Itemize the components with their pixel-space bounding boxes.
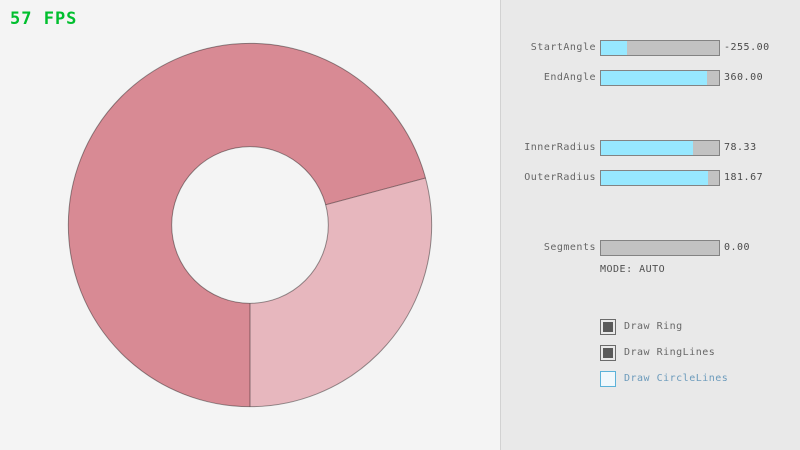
ring-sector-dark [68,43,426,407]
segments-mode-text: MODE: AUTO [600,264,666,275]
draw-ringlines-label: Draw RingLines [624,347,716,358]
segments-label: Segments [543,242,596,253]
slider-row-segments: Segments 0.00 [0,240,800,256]
draw-circlelines-checkbox[interactable] [600,371,616,387]
draw-ring-checkbox[interactable] [600,319,616,335]
ring-sector-light [250,177,432,407]
slider-row-endangle: EndAngle 360.00 [0,70,800,86]
endangle-label: EndAngle [543,72,596,83]
segments-value: 0.00 [724,242,751,253]
checkmark-icon [603,348,613,358]
segments-slider[interactable] [600,240,720,256]
outerradius-slider[interactable] [600,170,720,186]
checkmark-icon [603,322,613,332]
outerradius-slider-fill [601,171,709,185]
ring-outer-circle-line [67,42,433,408]
startangle-label: StartAngle [530,42,596,53]
slider-row-innerradius: InnerRadius 78.33 [0,140,800,156]
slider-row-startangle: StartAngle -255.00 [0,40,800,56]
outerradius-label: OuterRadius [524,172,596,183]
slider-row-outerradius: OuterRadius 181.67 [0,170,800,186]
innerradius-slider-fill [601,141,694,155]
ring-inner-circle-line [171,146,329,304]
endangle-slider-fill [601,71,708,85]
ring-radial-line-right [325,177,426,206]
outerradius-value: 181.67 [724,172,764,183]
ring-outline [67,42,433,408]
endangle-slider[interactable] [600,70,720,86]
fps-counter: 57 FPS [10,9,78,29]
innerradius-label: InnerRadius [524,142,596,153]
startangle-value: -255.00 [724,42,770,53]
endangle-value: 360.00 [724,72,764,83]
innerradius-slider[interactable] [600,140,720,156]
innerradius-value: 78.33 [724,142,757,153]
draw-circlelines-label: Draw CircleLines [624,373,729,384]
draw-ringlines-checkbox[interactable] [600,345,616,361]
ring-canvas [67,42,433,408]
draw-ring-label: Draw Ring [624,321,683,332]
startangle-slider[interactable] [600,40,720,56]
startangle-slider-fill [601,41,627,55]
